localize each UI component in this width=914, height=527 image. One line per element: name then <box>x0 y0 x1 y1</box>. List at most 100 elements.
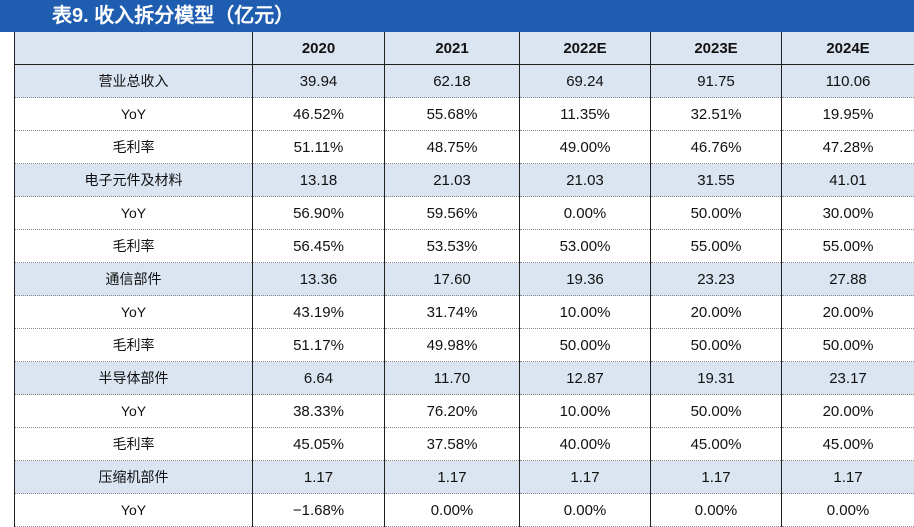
table-title: 表9. 收入拆分模型（亿元） <box>0 0 914 32</box>
header-cell: 2023E <box>651 32 782 65</box>
row-label: 毛利率 <box>15 428 253 461</box>
table-cell: 76.20% <box>385 395 520 428</box>
table-cell: 20.00% <box>651 296 782 329</box>
table-cell: 0.00% <box>520 494 651 527</box>
table-cell: 38.33% <box>253 395 385 428</box>
table-cell: 0.00% <box>782 494 914 527</box>
table-cell: 10.00% <box>520 296 651 329</box>
table-cell: 1.17 <box>385 461 520 494</box>
table-cell: 31.55 <box>651 164 782 197</box>
table-cell: 1.17 <box>651 461 782 494</box>
table-cell: 50.00% <box>782 329 914 362</box>
header-cell: 2024E <box>782 32 914 65</box>
row-label: YoY <box>15 197 253 230</box>
table-cell: 91.75 <box>651 65 782 98</box>
table-cell: 23.23 <box>651 263 782 296</box>
row-label: 毛利率 <box>15 230 253 263</box>
table-cell: 17.60 <box>385 263 520 296</box>
table-cell: 56.45% <box>253 230 385 263</box>
row-label: 电子元件及材料 <box>15 164 253 197</box>
row-label: YoY <box>15 296 253 329</box>
table-cell: 21.03 <box>520 164 651 197</box>
table-cell: 62.18 <box>385 65 520 98</box>
table-cell: 53.53% <box>385 230 520 263</box>
table-cell: 53.00% <box>520 230 651 263</box>
table-cell: 69.24 <box>520 65 651 98</box>
table-cell: 55.00% <box>782 230 914 263</box>
table-cell: 37.58% <box>385 428 520 461</box>
row-label: YoY <box>15 494 253 527</box>
table-cell: 13.18 <box>253 164 385 197</box>
table-cell: 31.74% <box>385 296 520 329</box>
header-cell: 2021 <box>385 32 520 65</box>
table-cell: 40.00% <box>520 428 651 461</box>
header-cell: 2022E <box>520 32 651 65</box>
table-cell: 1.17 <box>520 461 651 494</box>
table-cell: 50.00% <box>651 329 782 362</box>
table-cell: 41.01 <box>782 164 914 197</box>
table-cell: 30.00% <box>782 197 914 230</box>
table-cell: 39.94 <box>253 65 385 98</box>
table-cell: 51.17% <box>253 329 385 362</box>
table-cell: 59.56% <box>385 197 520 230</box>
table-cell: 43.19% <box>253 296 385 329</box>
table-cell: 20.00% <box>782 395 914 428</box>
table-cell: 45.05% <box>253 428 385 461</box>
table-cell: 50.00% <box>520 329 651 362</box>
table-cell: 21.03 <box>385 164 520 197</box>
table-cell: −1.68% <box>253 494 385 527</box>
table-cell: 46.76% <box>651 131 782 164</box>
row-label: 通信部件 <box>15 263 253 296</box>
table-cell: 55.00% <box>651 230 782 263</box>
row-label: 半导体部件 <box>15 362 253 395</box>
row-label: 营业总收入 <box>15 65 253 98</box>
table-cell: 55.68% <box>385 98 520 131</box>
table-cell: 23.17 <box>782 362 914 395</box>
row-label: YoY <box>15 98 253 131</box>
row-label: 毛利率 <box>15 131 253 164</box>
table-cell: 56.90% <box>253 197 385 230</box>
table-cell: 11.35% <box>520 98 651 131</box>
table-cell: 46.52% <box>253 98 385 131</box>
table-cell: 50.00% <box>651 197 782 230</box>
table-cell: 11.70 <box>385 362 520 395</box>
table-cell: 0.00% <box>385 494 520 527</box>
table-row: YoY−1.68%0.00%0.00%0.00%0.00% <box>15 494 914 527</box>
table-cell: 0.00% <box>651 494 782 527</box>
table-cell: 110.06 <box>782 65 914 98</box>
row-label: 毛利率 <box>15 329 253 362</box>
table-cell: 51.11% <box>253 131 385 164</box>
table-cell: 1.17 <box>782 461 914 494</box>
header-cell <box>15 32 253 65</box>
table-cell: 45.00% <box>651 428 782 461</box>
table-cell: 19.95% <box>782 98 914 131</box>
table-cell: 1.17 <box>253 461 385 494</box>
table-cell: 27.88 <box>782 263 914 296</box>
table-cell: 48.75% <box>385 131 520 164</box>
table-cell: 12.87 <box>520 362 651 395</box>
row-label: YoY <box>15 395 253 428</box>
row-label: 压缩机部件 <box>15 461 253 494</box>
table-cell: 49.00% <box>520 131 651 164</box>
header-row: 2020 2021 2022E 2023E 2024E <box>15 32 914 65</box>
table-cell: 19.36 <box>520 263 651 296</box>
table-cell: 10.00% <box>520 395 651 428</box>
table-cell: 20.00% <box>782 296 914 329</box>
table-cell: 50.00% <box>651 395 782 428</box>
table-cell: 45.00% <box>782 428 914 461</box>
